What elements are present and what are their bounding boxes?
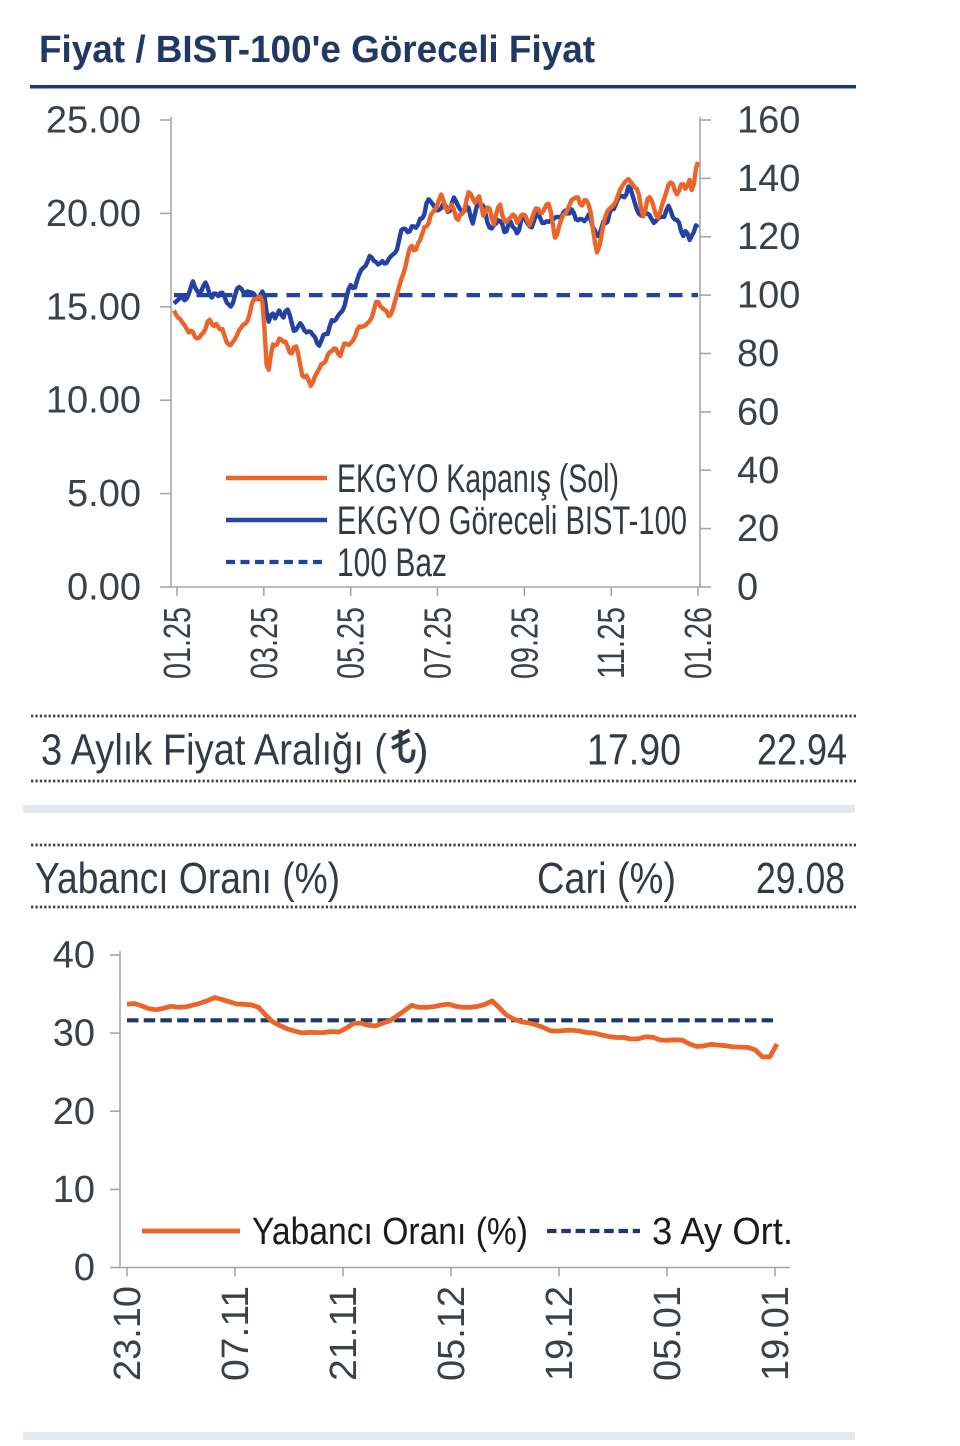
svg-text:EKGYO Kapanış (Sol): EKGYO Kapanış (Sol) bbox=[337, 457, 619, 501]
svg-text:29.08: 29.08 bbox=[756, 854, 845, 903]
svg-text:): ) bbox=[414, 726, 429, 775]
svg-text:07.25: 07.25 bbox=[418, 607, 460, 679]
svg-text:0.00: 0.00 bbox=[67, 567, 141, 609]
svg-text:01.25: 01.25 bbox=[157, 607, 199, 679]
svg-text:60: 60 bbox=[737, 391, 779, 433]
svg-text:100 Baz: 100 Baz bbox=[337, 541, 447, 585]
svg-text:25.00: 25.00 bbox=[46, 100, 141, 142]
svg-text:15.00: 15.00 bbox=[46, 286, 141, 328]
svg-text:17.90: 17.90 bbox=[587, 726, 681, 775]
svg-text:Cari (%): Cari (%) bbox=[537, 854, 676, 903]
svg-text:3 Aylık Fiyat Aralığı (: 3 Aylık Fiyat Aralığı ( bbox=[41, 726, 387, 775]
svg-text:Fiyat / BIST-100'e Göreceli Fi: Fiyat / BIST-100'e Göreceli Fiyat bbox=[39, 29, 595, 71]
svg-text:20.00: 20.00 bbox=[46, 193, 141, 235]
svg-text:40: 40 bbox=[53, 935, 95, 977]
svg-text:0: 0 bbox=[737, 567, 758, 609]
svg-text:0: 0 bbox=[74, 1247, 95, 1289]
svg-text:09.25: 09.25 bbox=[504, 607, 546, 679]
svg-text:80: 80 bbox=[737, 333, 779, 375]
svg-text:23.10: 23.10 bbox=[107, 1286, 149, 1381]
svg-text:20: 20 bbox=[53, 1091, 95, 1133]
svg-text:30: 30 bbox=[53, 1013, 95, 1055]
svg-text:05.01: 05.01 bbox=[647, 1286, 689, 1381]
svg-text:11.25: 11.25 bbox=[591, 607, 633, 679]
svg-text:19.12: 19.12 bbox=[539, 1286, 581, 1381]
svg-text:5.00: 5.00 bbox=[67, 473, 141, 515]
svg-text:10: 10 bbox=[53, 1169, 95, 1211]
svg-text:120: 120 bbox=[737, 216, 800, 258]
svg-text:03.25: 03.25 bbox=[244, 607, 286, 679]
svg-text:05.25: 05.25 bbox=[331, 607, 373, 679]
svg-text:19.01: 19.01 bbox=[755, 1286, 797, 1381]
svg-text:Yabancı Oranı (%): Yabancı Oranı (%) bbox=[35, 854, 340, 903]
svg-text:100: 100 bbox=[737, 275, 800, 317]
svg-text:3 Ay Ort.: 3 Ay Ort. bbox=[652, 1211, 793, 1253]
svg-text:05.12: 05.12 bbox=[431, 1286, 473, 1381]
svg-text:Yabancı Oranı (%): Yabancı Oranı (%) bbox=[252, 1211, 528, 1253]
svg-text:22.94: 22.94 bbox=[757, 726, 847, 775]
svg-text:21.11: 21.11 bbox=[323, 1286, 365, 1381]
svg-text:EKGYO Göreceli BIST-100: EKGYO Göreceli BIST-100 bbox=[337, 499, 687, 543]
svg-text:160: 160 bbox=[737, 100, 800, 142]
svg-text:01.26: 01.26 bbox=[678, 607, 720, 679]
svg-text:10.00: 10.00 bbox=[46, 380, 141, 422]
svg-text:07.11: 07.11 bbox=[215, 1286, 257, 1381]
svg-text:140: 140 bbox=[737, 158, 800, 200]
svg-text:40: 40 bbox=[737, 450, 779, 492]
svg-text:20: 20 bbox=[737, 508, 779, 550]
